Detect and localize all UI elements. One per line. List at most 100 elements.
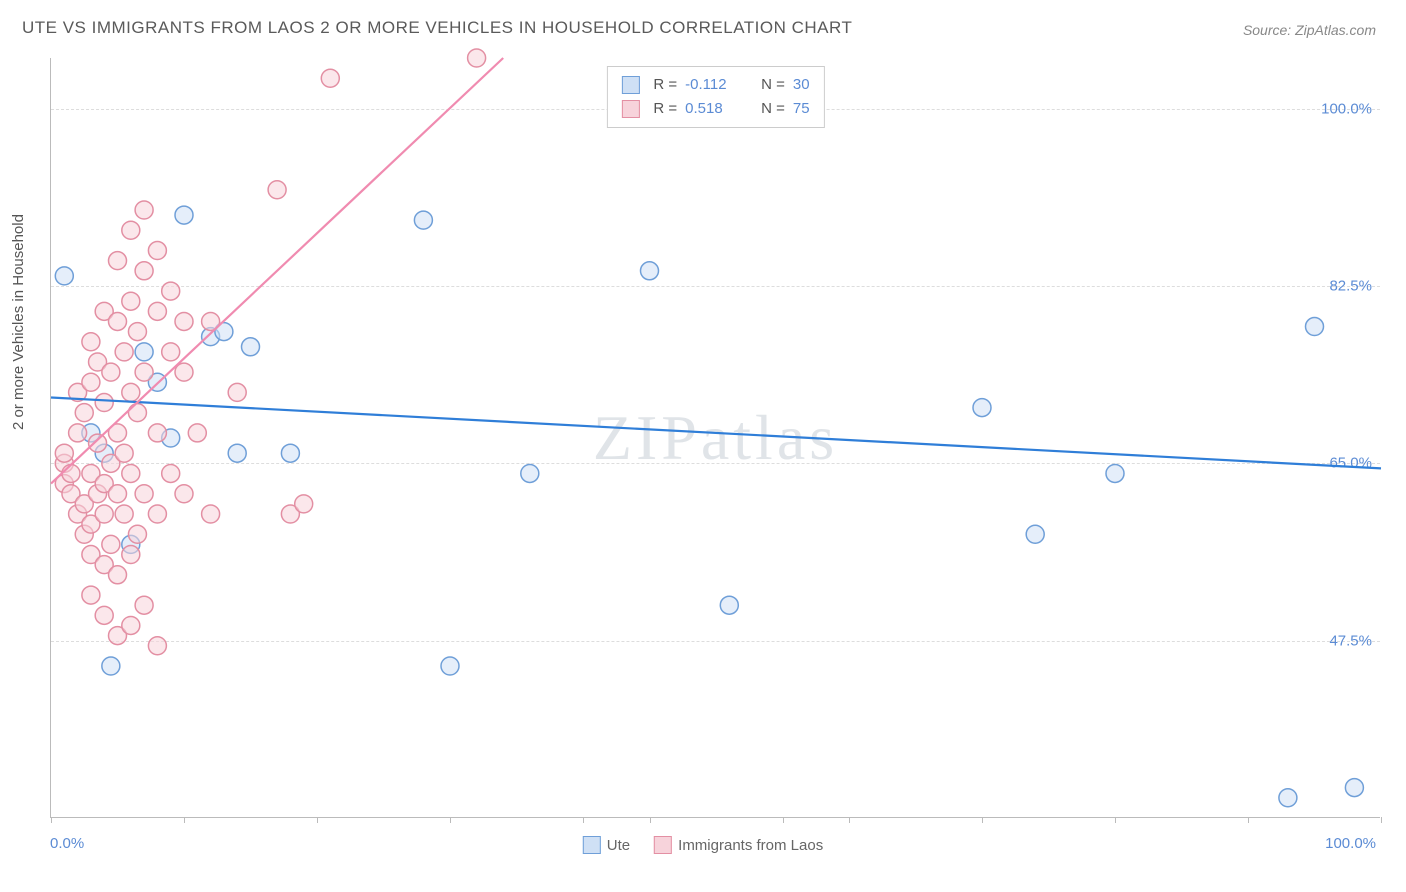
data-point-laos [115,343,133,361]
r-value: 0.518 [685,97,743,121]
data-point-laos [202,505,220,523]
n-label: N = [761,97,785,121]
data-point-laos [188,424,206,442]
data-point-laos [295,495,313,513]
x-tick [783,817,784,823]
legend-label: Ute [607,837,630,854]
plot-area: ZIPatlas 47.5%65.0%82.5%100.0% R = -0.11… [50,58,1380,818]
data-point-laos [122,383,140,401]
x-tick [184,817,185,823]
data-point-laos [109,566,127,584]
data-point-ute [720,596,738,614]
x-axis-max-label: 100.0% [1325,835,1376,852]
data-point-laos [122,221,140,239]
chart-canvas [51,58,1380,817]
data-point-laos [148,424,166,442]
data-point-laos [82,586,100,604]
data-point-ute [242,338,260,356]
data-point-ute [228,444,246,462]
data-point-laos [175,485,193,503]
data-point-laos [148,302,166,320]
data-point-ute [175,206,193,224]
data-point-laos [135,485,153,503]
data-point-ute [414,211,432,229]
x-tick [982,817,983,823]
x-tick [317,817,318,823]
data-point-laos [109,485,127,503]
data-point-laos [89,434,107,452]
data-point-ute [1026,525,1044,543]
data-point-laos [55,444,73,462]
data-point-ute [1306,318,1324,336]
r-label: R = [653,97,677,121]
data-point-laos [128,525,146,543]
data-point-ute [1345,779,1363,797]
legend-swatch [621,100,639,118]
legend-item-laos: Immigrants from Laos [654,836,823,854]
data-point-laos [148,242,166,260]
legend-swatch [621,76,639,94]
data-point-laos [148,505,166,523]
data-point-ute [441,657,459,675]
data-point-laos [115,444,133,462]
data-point-ute [973,399,991,417]
data-point-ute [281,444,299,462]
x-tick [583,817,584,823]
data-point-laos [122,464,140,482]
n-label: N = [761,73,785,97]
data-point-laos [122,546,140,564]
data-point-ute [521,464,539,482]
chart-title: UTE VS IMMIGRANTS FROM LAOS 2 OR MORE VE… [22,18,852,38]
data-point-laos [135,201,153,219]
legend-swatch [654,836,672,854]
data-point-laos [148,637,166,655]
stats-row-laos: R = 0.518 N = 75 [621,97,809,121]
data-point-ute [1106,464,1124,482]
y-axis-label: 2 or more Vehicles in Household [10,214,27,430]
r-label: R = [653,73,677,97]
data-point-laos [128,323,146,341]
data-point-ute [102,657,120,675]
data-point-ute [135,343,153,361]
data-point-laos [109,252,127,270]
stats-row-ute: R = -0.112 N = 30 [621,73,809,97]
x-tick [1115,817,1116,823]
data-point-laos [69,424,87,442]
legend-label: Immigrants from Laos [678,837,823,854]
data-point-laos [75,404,93,422]
source-attribution: Source: ZipAtlas.com [1243,22,1376,38]
data-point-laos [82,373,100,391]
data-point-laos [128,404,146,422]
series-legend: Ute Immigrants from Laos [583,836,823,854]
legend-swatch [583,836,601,854]
legend-item-ute: Ute [583,836,630,854]
data-point-ute [1279,789,1297,807]
x-tick [650,817,651,823]
data-point-laos [82,333,100,351]
data-point-laos [102,363,120,381]
data-point-laos [109,312,127,330]
data-point-laos [102,535,120,553]
n-value: 75 [793,97,810,121]
data-point-laos [95,505,113,523]
data-point-ute [55,267,73,285]
data-point-laos [135,363,153,381]
data-point-ute [641,262,659,280]
data-point-laos [135,262,153,280]
x-tick [1381,817,1382,823]
n-value: 30 [793,73,810,97]
data-point-laos [95,394,113,412]
data-point-laos [115,505,133,523]
data-point-laos [468,49,486,67]
r-value: -0.112 [685,73,743,97]
trend-line-ute [51,397,1381,468]
data-point-laos [135,596,153,614]
data-point-laos [95,606,113,624]
data-point-laos [122,616,140,634]
data-point-laos [268,181,286,199]
trend-line-laos [51,58,503,484]
data-point-laos [228,383,246,401]
data-point-laos [122,292,140,310]
x-tick [1248,817,1249,823]
data-point-laos [162,282,180,300]
